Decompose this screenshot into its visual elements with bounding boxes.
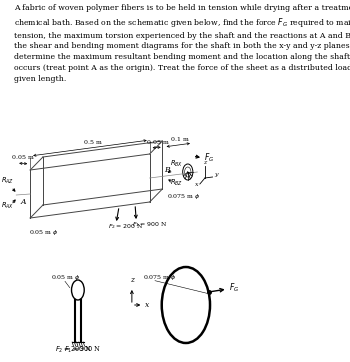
Text: $R_{AX}$: $R_{AX}$ [1,201,14,211]
Text: z: z [130,276,134,284]
Text: 0.5 m: 0.5 m [84,140,102,145]
Text: A: A [21,198,26,206]
Text: 0.075 m $\phi$: 0.075 m $\phi$ [167,192,201,201]
Text: $F_2 = 200$ N: $F_2 = 200$ N [55,345,92,355]
Text: $R_{AZ}$: $R_{AZ}$ [1,176,14,186]
Text: $R_{BZ}$: $R_{BZ}$ [170,178,183,188]
Text: 0.05 m $\phi$: 0.05 m $\phi$ [50,274,80,282]
Text: $F_1 = 900$ N: $F_1 = 900$ N [132,220,167,229]
Text: 0.05 m $\phi$: 0.05 m $\phi$ [29,228,59,237]
Text: $F_2 = 200$ N: $F_2 = 200$ N [108,222,143,231]
Text: $F_1 = 900$ N: $F_1 = 900$ N [64,345,101,355]
Text: 0.075 m $\phi$: 0.075 m $\phi$ [143,274,177,282]
Text: 0.1 m: 0.1 m [171,137,188,142]
Text: A fabric of woven polymer fibers is to be held in tension while drying after a t: A fabric of woven polymer fibers is to b… [14,4,350,83]
Text: B: B [164,166,170,174]
Text: $R_{BX}$: $R_{BX}$ [170,159,183,169]
Text: y: y [214,172,217,177]
Text: x: x [145,301,149,309]
Text: 0.05 m: 0.05 m [147,140,169,145]
Text: x: x [195,182,198,187]
Text: $F_G$: $F_G$ [229,282,239,294]
Text: z: z [203,160,206,165]
Text: 0.05 m: 0.05 m [12,155,34,160]
Text: $F_G$: $F_G$ [204,152,214,164]
